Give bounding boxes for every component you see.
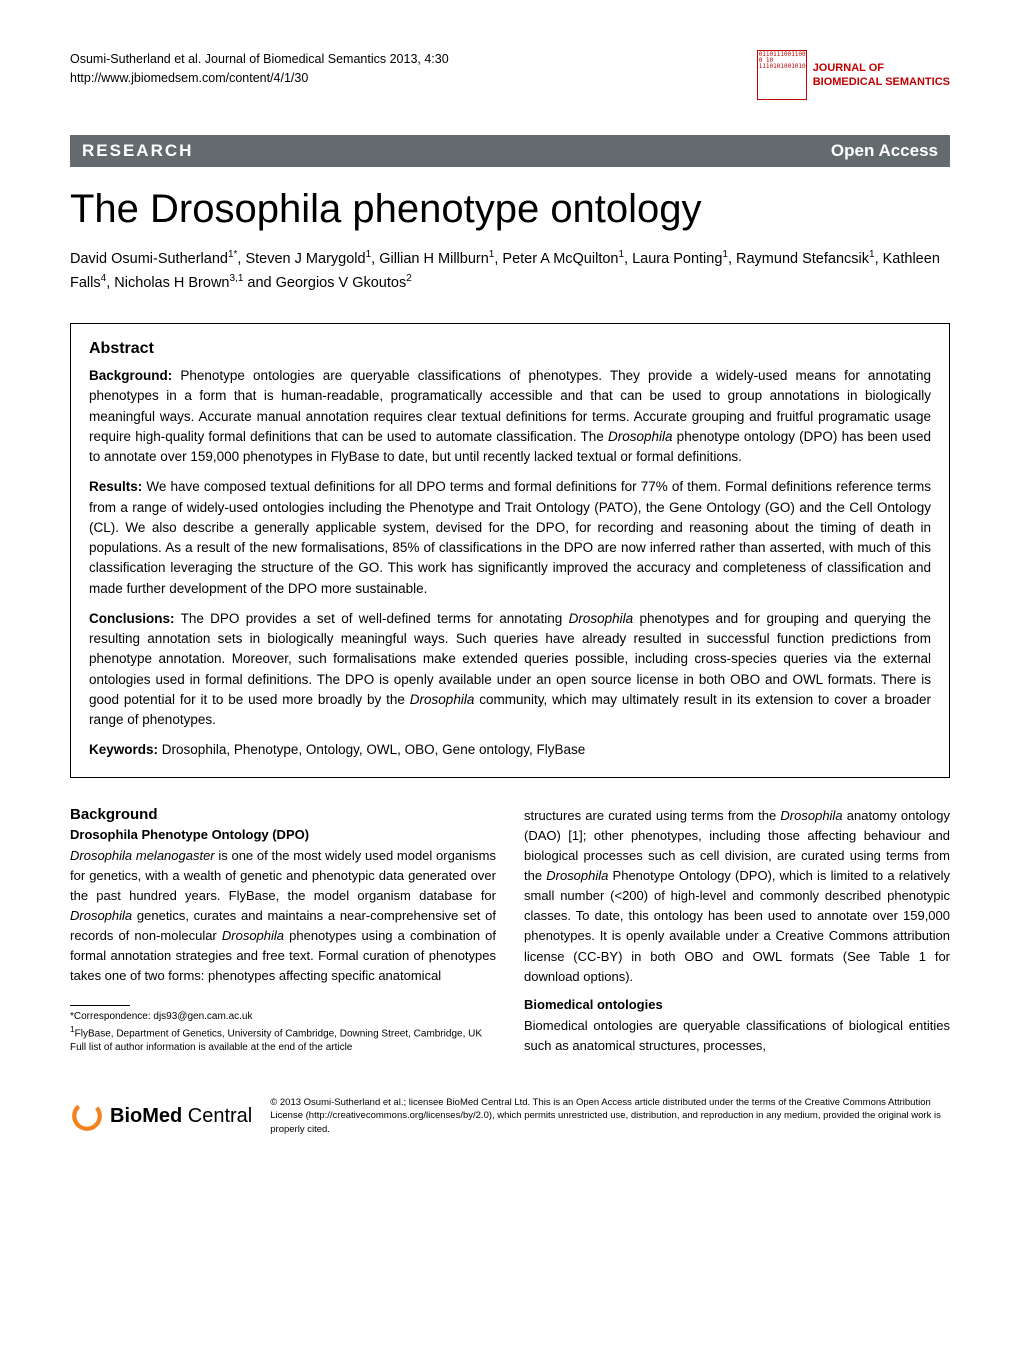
journal-icon-digits: 01101110011001010010010001010 0 10 11101…: [759, 52, 805, 98]
page-header: Osumi-Sutherland et al. Journal of Biome…: [70, 50, 950, 100]
citation-block: Osumi-Sutherland et al. Journal of Biome…: [70, 50, 757, 88]
results-label: Results:: [89, 479, 142, 494]
citation-line: Osumi-Sutherland et al. Journal of Biome…: [70, 50, 757, 69]
banner-open-access: Open Access: [831, 141, 938, 161]
correspondence-footnote: *Correspondence: djs93@gen.cam.ac.uk: [70, 1010, 496, 1024]
conclusions-text: The DPO provides a set of well-defined t…: [89, 611, 931, 727]
dpo-subsection-title: Drosophila Phenotype Ontology (DPO): [70, 827, 496, 842]
left-column: Background Drosophila Phenotype Ontology…: [70, 806, 496, 1067]
bmc-ring-icon: [70, 1099, 104, 1133]
abstract-results: Results: We have composed textual defini…: [89, 477, 931, 599]
abstract-keywords: Keywords: Drosophila, Phenotype, Ontolog…: [89, 740, 931, 760]
abstract-background: Background: Phenotype ontologies are que…: [89, 366, 931, 467]
journal-name-line2: BIOMEDICAL SEMANTICS: [813, 75, 950, 89]
biomedical-subsection-title: Biomedical ontologies: [524, 997, 950, 1012]
affiliation-footnote: 1FlyBase, Department of Genetics, Univer…: [70, 1024, 496, 1041]
license-text: © 2013 Osumi-Sutherland et al.; licensee…: [270, 1096, 950, 1136]
section-banner: RESEARCH Open Access: [70, 135, 950, 167]
background-text: Phenotype ontologies are queryable class…: [89, 368, 931, 464]
col2-paragraph-1: structures are curated using terms from …: [524, 806, 950, 987]
right-column: structures are curated using terms from …: [524, 806, 950, 1067]
bmc-bold: BioMed: [110, 1105, 182, 1127]
journal-name-line1: JOURNAL OF: [813, 61, 950, 75]
background-section-title: Background: [70, 806, 496, 823]
journal-badge: 01101110011001010010010001010 0 10 11101…: [757, 50, 950, 100]
bmc-logo-text: BioMed Central: [110, 1105, 252, 1128]
conclusions-label: Conclusions:: [89, 611, 175, 626]
body-columns: Background Drosophila Phenotype Ontology…: [70, 806, 950, 1067]
background-label: Background:: [89, 368, 172, 383]
journal-name: JOURNAL OF BIOMEDICAL SEMANTICS: [813, 61, 950, 90]
url-line: http://www.jbiomedsem.com/content/4/1/30: [70, 69, 757, 88]
keywords-text: Drosophila, Phenotype, Ontology, OWL, OB…: [162, 742, 585, 757]
abstract-conclusions: Conclusions: The DPO provides a set of w…: [89, 609, 931, 731]
page-footer: BioMed Central © 2013 Osumi-Sutherland e…: [70, 1096, 950, 1136]
results-text: We have composed textual definitions for…: [89, 479, 931, 595]
full-list-footnote: Full list of author information is avail…: [70, 1041, 496, 1055]
keywords-label: Keywords:: [89, 742, 158, 757]
col1-paragraph: Drosophila melanogaster is one of the mo…: [70, 846, 496, 987]
abstract-box: Abstract Background: Phenotype ontologie…: [70, 323, 950, 778]
bmc-light: Central: [182, 1105, 252, 1127]
col2-paragraph-2: Biomedical ontologies are queryable clas…: [524, 1016, 950, 1056]
abstract-heading: Abstract: [89, 340, 931, 358]
banner-research: RESEARCH: [82, 141, 193, 161]
author-list: David Osumi-Sutherland1*, Steven J Maryg…: [70, 247, 950, 295]
biomed-central-logo: BioMed Central: [70, 1099, 252, 1133]
journal-icon: 01101110011001010010010001010 0 10 11101…: [757, 50, 807, 100]
article-title: The Drosophila phenotype ontology: [70, 187, 950, 232]
footnote-rule: [70, 1005, 130, 1006]
